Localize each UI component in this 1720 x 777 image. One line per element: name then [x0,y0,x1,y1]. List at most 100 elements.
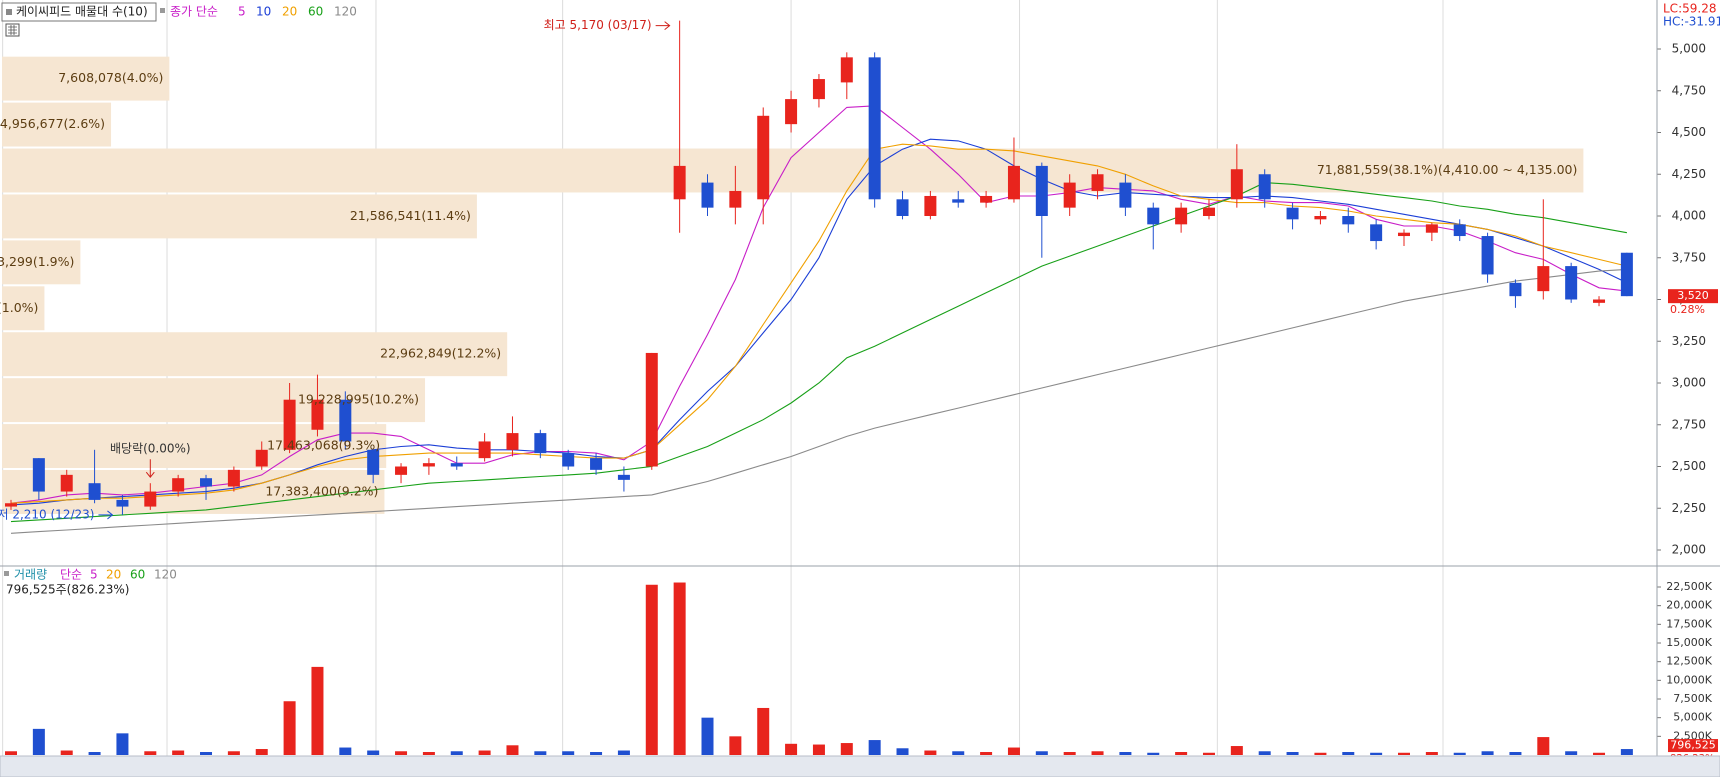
volume-bar [478,750,491,755]
candle-body [617,474,630,480]
candle-body [1119,182,1132,208]
y-tick-label: 2,500 [1672,459,1706,473]
candle-body [1258,174,1271,200]
annotation-dividend: 배당락(0.00%) [110,442,191,456]
title-box[interactable] [1,2,157,22]
calc-icon-grid [8,25,17,35]
candle-body [1230,169,1243,200]
volume-bar [729,736,742,755]
volume-bar [1453,752,1466,755]
volume-bar [144,751,157,755]
y-tick-label: 2,000 [1672,543,1706,557]
legend-item: 5 [238,5,246,19]
indicator-lc: LC:59.28 [1663,2,1716,16]
legend-item: 20 [282,5,297,19]
volume-bar [1119,752,1132,755]
volume-profile-label: 22,962,849(12.2%) [380,346,501,361]
volume-legend-item: 20 [106,568,121,582]
candle-body [924,195,937,216]
volume-profile-bar [2,378,426,423]
y-tick-label: 3,000 [1672,376,1706,390]
candle-body [1425,224,1438,233]
volume-tick-label: 17,500K [1666,617,1712,630]
volume-bar [367,750,380,755]
candle-body [1007,165,1020,200]
candle-body [785,99,798,125]
candle-body [1481,236,1494,275]
volume-bar [339,747,352,755]
candle-body [1398,232,1410,237]
y-tick-label: 3,250 [1672,334,1706,348]
candle-body [1453,224,1466,237]
volume-profile-bar [2,240,81,285]
volume-profile-label: 7,608,078(4.0%) [58,70,163,85]
candle-body [116,499,129,507]
candle-body [422,463,435,467]
volume-profile-label: 3,563,299(1.9%) [0,254,74,269]
marks-layer [5,20,1633,755]
candle-body [60,474,73,492]
volume-profile-label: 1,928,075(1.0%) [0,300,38,315]
candle-body [283,399,296,450]
candle-body [868,57,881,200]
candle-body [227,469,240,487]
current-price: 3,520 [1677,289,1709,302]
volume-summary: 796,525주(826.23%) [6,583,129,597]
volume-tick-label: 5,000K [1673,711,1712,724]
volume-profile-label: 17,463,068(9.3%) [267,438,380,453]
volume-bar [1620,749,1633,755]
volume-tick-label: 15,000K [1666,636,1712,649]
volume-bar [1286,752,1299,755]
volume-bar [785,743,798,755]
volume-tick-label: 12,500K [1666,655,1712,668]
legend-item: 10 [256,5,271,19]
volume-bar [1593,752,1606,755]
volume-profile-bar [2,194,477,239]
volume-bar [227,751,240,755]
candle-body [1091,174,1104,191]
candle-body [1593,299,1606,303]
candle-body [450,463,463,467]
y-tick-label: 4,500 [1672,125,1706,139]
annotation-arrow [145,459,155,479]
candle-body [5,503,17,507]
candle-body [757,115,770,200]
volume-bar [952,751,965,755]
volume-bar [283,701,296,755]
candle-body [1314,216,1327,220]
volume-bar [590,752,603,755]
volume-bar [1007,747,1020,755]
candle-body [673,165,686,200]
volume-bar [311,666,324,755]
annotation-low: 최저 2,210 (12/23) [0,507,94,521]
candle-body [1537,266,1550,292]
y-tick-label: 5,000 [1672,42,1706,56]
annotation-arrow [655,21,671,31]
volume-bar [840,743,853,755]
moving-average [10,268,1627,534]
volume-bar [200,752,213,755]
candle-body [729,190,742,208]
candle-body [1147,207,1160,225]
y-tick-label: 2,250 [1672,501,1706,515]
volume-bar [868,740,881,755]
volume-bar [450,751,463,755]
volume-bar [645,584,658,755]
volume-tick-label: 22,500K [1666,580,1712,593]
volume-profile-bar [2,424,387,469]
volume-legend-item: 5 [90,568,98,582]
candle-body [172,478,185,492]
volume-bar [1565,751,1578,755]
volume-bar [617,750,630,755]
volume-profile-bar [2,332,508,377]
moving-average [10,105,1627,504]
moving-average [10,182,1627,523]
candle-body [952,199,965,203]
legend-item: 60 [308,5,323,19]
volume-legend-prefix: 단순 [60,568,82,582]
volume-profile-label: 4,956,677(2.6%) [0,116,105,131]
volume-bar [395,751,408,755]
volume-bar [1258,751,1271,755]
legend-item: 120 [334,5,357,19]
